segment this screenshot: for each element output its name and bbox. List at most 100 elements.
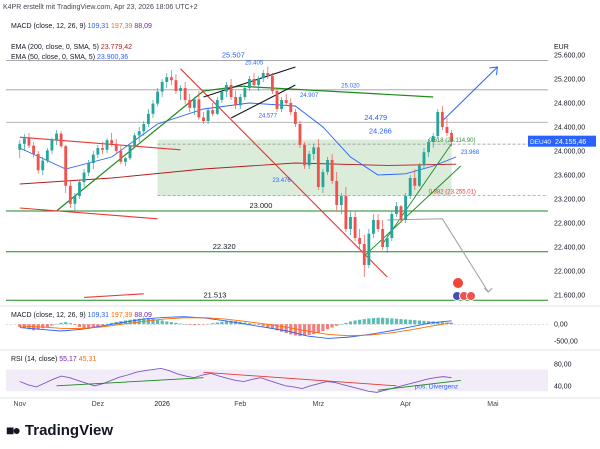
candle-body xyxy=(160,82,164,92)
candle-body xyxy=(87,163,91,173)
macd-histogram-bar xyxy=(436,321,440,325)
macd-legend-pane-v2: 197,39 xyxy=(111,312,133,319)
macd-histogram-bar xyxy=(18,324,22,327)
macd-legend-top-name: MACD (close, 12, 26, 9) xyxy=(11,23,86,30)
macd-histogram-bar xyxy=(284,324,288,334)
macd-histogram-bar xyxy=(270,324,275,329)
macd-legend-top-v1: 109,31 xyxy=(87,23,110,30)
macd-histogram-bar xyxy=(330,324,334,328)
rsi-tick-label: 80,00 xyxy=(554,362,572,369)
macd-histogram-bar xyxy=(335,324,339,326)
rsi-legend-name: RSI (14, close) xyxy=(11,356,58,363)
macd-histogram-bar xyxy=(169,322,173,325)
ema50-legend: EMA (50, close, 0, SMA, 5) 23.900,36 xyxy=(11,54,128,61)
candle-body xyxy=(427,142,431,153)
level-annotation: 25.507 xyxy=(222,50,245,59)
macd-histogram-bar xyxy=(197,324,201,325)
macd-histogram-bar xyxy=(390,318,394,325)
macd-histogram-bar xyxy=(339,324,343,325)
candle-body xyxy=(316,147,320,187)
symbol-tag-text: DEU40 xyxy=(530,139,551,146)
candle-body xyxy=(101,148,104,150)
candle-body xyxy=(275,91,279,109)
candle-body xyxy=(211,110,215,114)
candle-body xyxy=(169,77,173,81)
macd-tick-label: -500,00 xyxy=(554,339,578,346)
macd-histogram-bar xyxy=(266,324,270,328)
macd-histogram-bar xyxy=(307,324,311,336)
candle-body xyxy=(197,99,201,118)
ema200-legend-name: EMA (200, close, 0, SMA, 5) xyxy=(11,44,99,51)
candle-body xyxy=(32,145,35,154)
candle-body xyxy=(404,196,408,220)
y-tick-label: 25.200,00 xyxy=(554,77,585,84)
candle-body xyxy=(367,233,371,265)
macd-histogram-bar xyxy=(87,324,91,329)
candle-body xyxy=(142,124,146,132)
level-annotation: 24.907 xyxy=(300,93,319,99)
macd-legend-pane-name: MACD (close, 12, 26, 9) xyxy=(11,312,86,319)
candle-body xyxy=(413,178,417,186)
candle-body xyxy=(243,88,247,97)
y-tick-label: 23.200,00 xyxy=(554,197,585,204)
candle-body xyxy=(105,140,109,150)
macd-histogram-bar xyxy=(220,321,224,325)
candle-body xyxy=(202,117,205,121)
macd-histogram-bar xyxy=(188,324,192,325)
macd-histogram-bar xyxy=(45,324,49,327)
macd-histogram-bar xyxy=(82,324,86,329)
macd-signal-line xyxy=(19,317,452,337)
projection-up-arrowhead xyxy=(489,66,499,76)
macd-histogram-bar xyxy=(114,321,118,325)
macd-tick-label: 0,00 xyxy=(554,322,568,329)
macd-histogram-bar xyxy=(73,324,77,325)
macd-histogram-bar xyxy=(201,324,206,325)
macd-legend-top-v3: 88,09 xyxy=(134,23,152,30)
macd-histogram-bar xyxy=(371,318,376,325)
red-trendline xyxy=(84,293,144,298)
macd-histogram-bar xyxy=(174,322,178,325)
candle-body xyxy=(133,135,137,147)
y-tick-label: 24.000,00 xyxy=(554,149,585,156)
x-axis-label: Apr xyxy=(400,401,412,408)
macd-histogram-bar xyxy=(413,320,417,325)
macd-histogram-bar xyxy=(275,324,279,331)
macd-histogram-bar xyxy=(440,322,444,325)
candle-body xyxy=(137,131,141,136)
macd-histogram-bar xyxy=(289,324,293,335)
macd-histogram-bar xyxy=(381,317,385,325)
macd-histogram-bar xyxy=(376,317,380,325)
red-trendline xyxy=(19,136,181,151)
candle-body xyxy=(229,85,233,97)
price-tag xyxy=(552,135,596,147)
macd-histogram-bar xyxy=(426,321,431,325)
candle-body xyxy=(248,79,251,88)
candle-body xyxy=(307,154,311,166)
rsi-legend-v1: 55,17 xyxy=(59,356,77,363)
ema200-legend-value: 23.779,42 xyxy=(100,44,133,51)
level-annotation: 25.020 xyxy=(341,83,360,89)
symbol-tag xyxy=(528,135,552,147)
candle-body xyxy=(50,140,54,151)
candle-body xyxy=(335,181,339,205)
y-tick-label: 25.600,00 xyxy=(554,53,585,60)
macd-histogram-bar xyxy=(302,324,307,336)
macd-histogram-bar xyxy=(50,324,54,326)
ema200-legend: EMA (200, close, 0, SMA, 5) 23.779,42 xyxy=(11,44,132,51)
macd-histogram-bar xyxy=(404,319,408,325)
candle-body xyxy=(298,124,302,145)
candle-body xyxy=(215,100,219,114)
level-annotation: 25.405 xyxy=(245,61,264,67)
candle-body xyxy=(123,158,127,162)
macd-histogram-bar xyxy=(298,324,302,337)
rsi-divergence-line xyxy=(377,379,461,391)
candle-body xyxy=(73,196,77,204)
candle-body xyxy=(399,206,403,220)
macd-histogram-bar xyxy=(367,318,371,325)
candle-body xyxy=(27,138,31,146)
candle-body xyxy=(18,143,22,150)
candle-body xyxy=(91,154,95,163)
macd-histogram-bar xyxy=(229,320,233,325)
macd-legend-pane-v1: 109,31 xyxy=(87,312,110,319)
